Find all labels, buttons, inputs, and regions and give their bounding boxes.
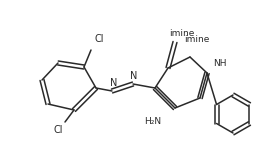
Text: Cl: Cl [94,34,104,44]
Text: N: N [130,71,138,81]
Text: H₂N: H₂N [144,117,161,127]
Text: Cl: Cl [53,125,63,135]
Text: imine: imine [184,34,209,44]
Text: N: N [110,78,118,88]
Text: imine: imine [169,29,195,37]
Text: NH: NH [213,59,226,67]
